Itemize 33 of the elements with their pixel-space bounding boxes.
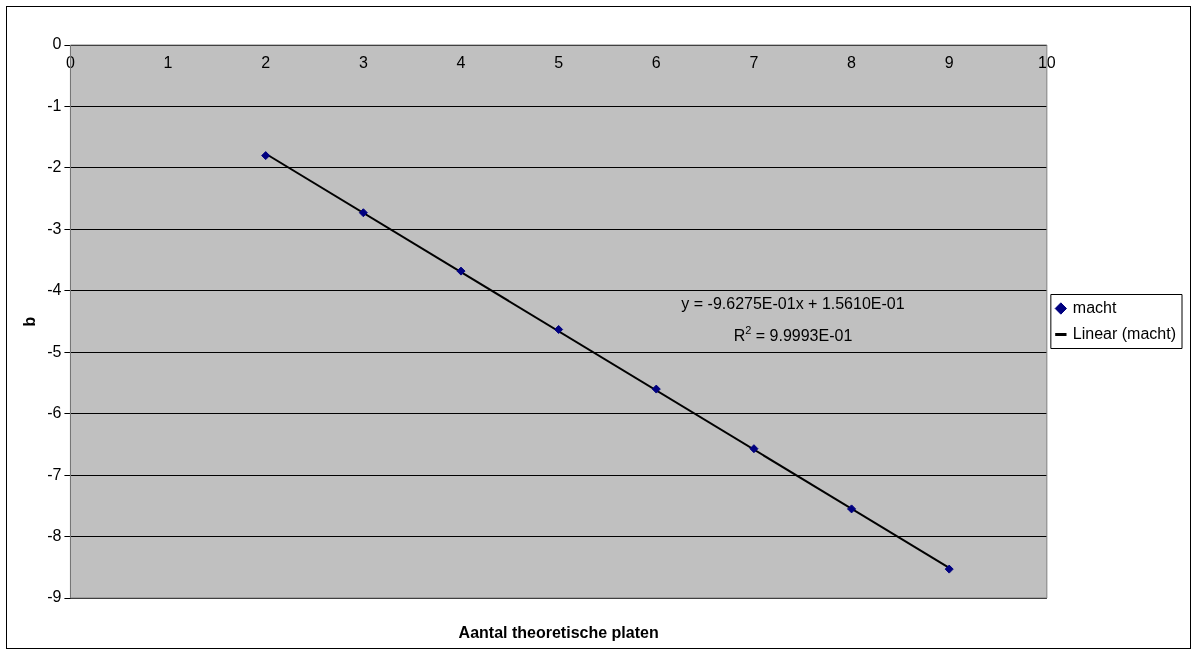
point (847, 504, 857, 514)
y-tick-label: -6 (47, 404, 62, 422)
y-tick-label: -9 (47, 588, 62, 606)
legend-label: macht (1072, 298, 1117, 316)
x-tick-label: 10 (1037, 54, 1056, 72)
point (554, 324, 564, 334)
legend-label: Linear (macht) (1072, 324, 1177, 342)
point (358, 208, 368, 218)
y-axis-title: b (21, 316, 39, 327)
x-tick-label: 9 (944, 54, 954, 72)
x-tick-label: 5 (554, 54, 564, 72)
y-tick-label: -7 (47, 465, 62, 483)
x-tick-label: 1 (163, 54, 173, 72)
point (749, 444, 759, 454)
x-tick-label: 8 (847, 54, 857, 72)
y-tick-label: 0 (52, 35, 62, 53)
x-tick-label: 7 (749, 54, 759, 72)
y-tick-label: -5 (47, 342, 62, 360)
x-tick-label: 2 (261, 54, 271, 72)
y-tick-label: -8 (47, 526, 62, 544)
x-tick-label: 6 (651, 54, 661, 72)
point (944, 564, 954, 574)
y-tick-label: -1 (47, 96, 62, 114)
x-tick-label: 4 (456, 54, 466, 72)
x-axis-title: Aantal theoretische platen (458, 624, 659, 642)
y-tick-label: -2 (47, 158, 62, 176)
y-tick-label: -3 (47, 219, 62, 237)
point (261, 151, 271, 161)
annotation: y = -9.6275E-01x + 1.5610E-01 (681, 295, 905, 313)
point (456, 266, 466, 276)
x-tick-label: 3 (358, 54, 368, 72)
point (651, 384, 661, 394)
y-tick-label: -4 (47, 281, 62, 299)
